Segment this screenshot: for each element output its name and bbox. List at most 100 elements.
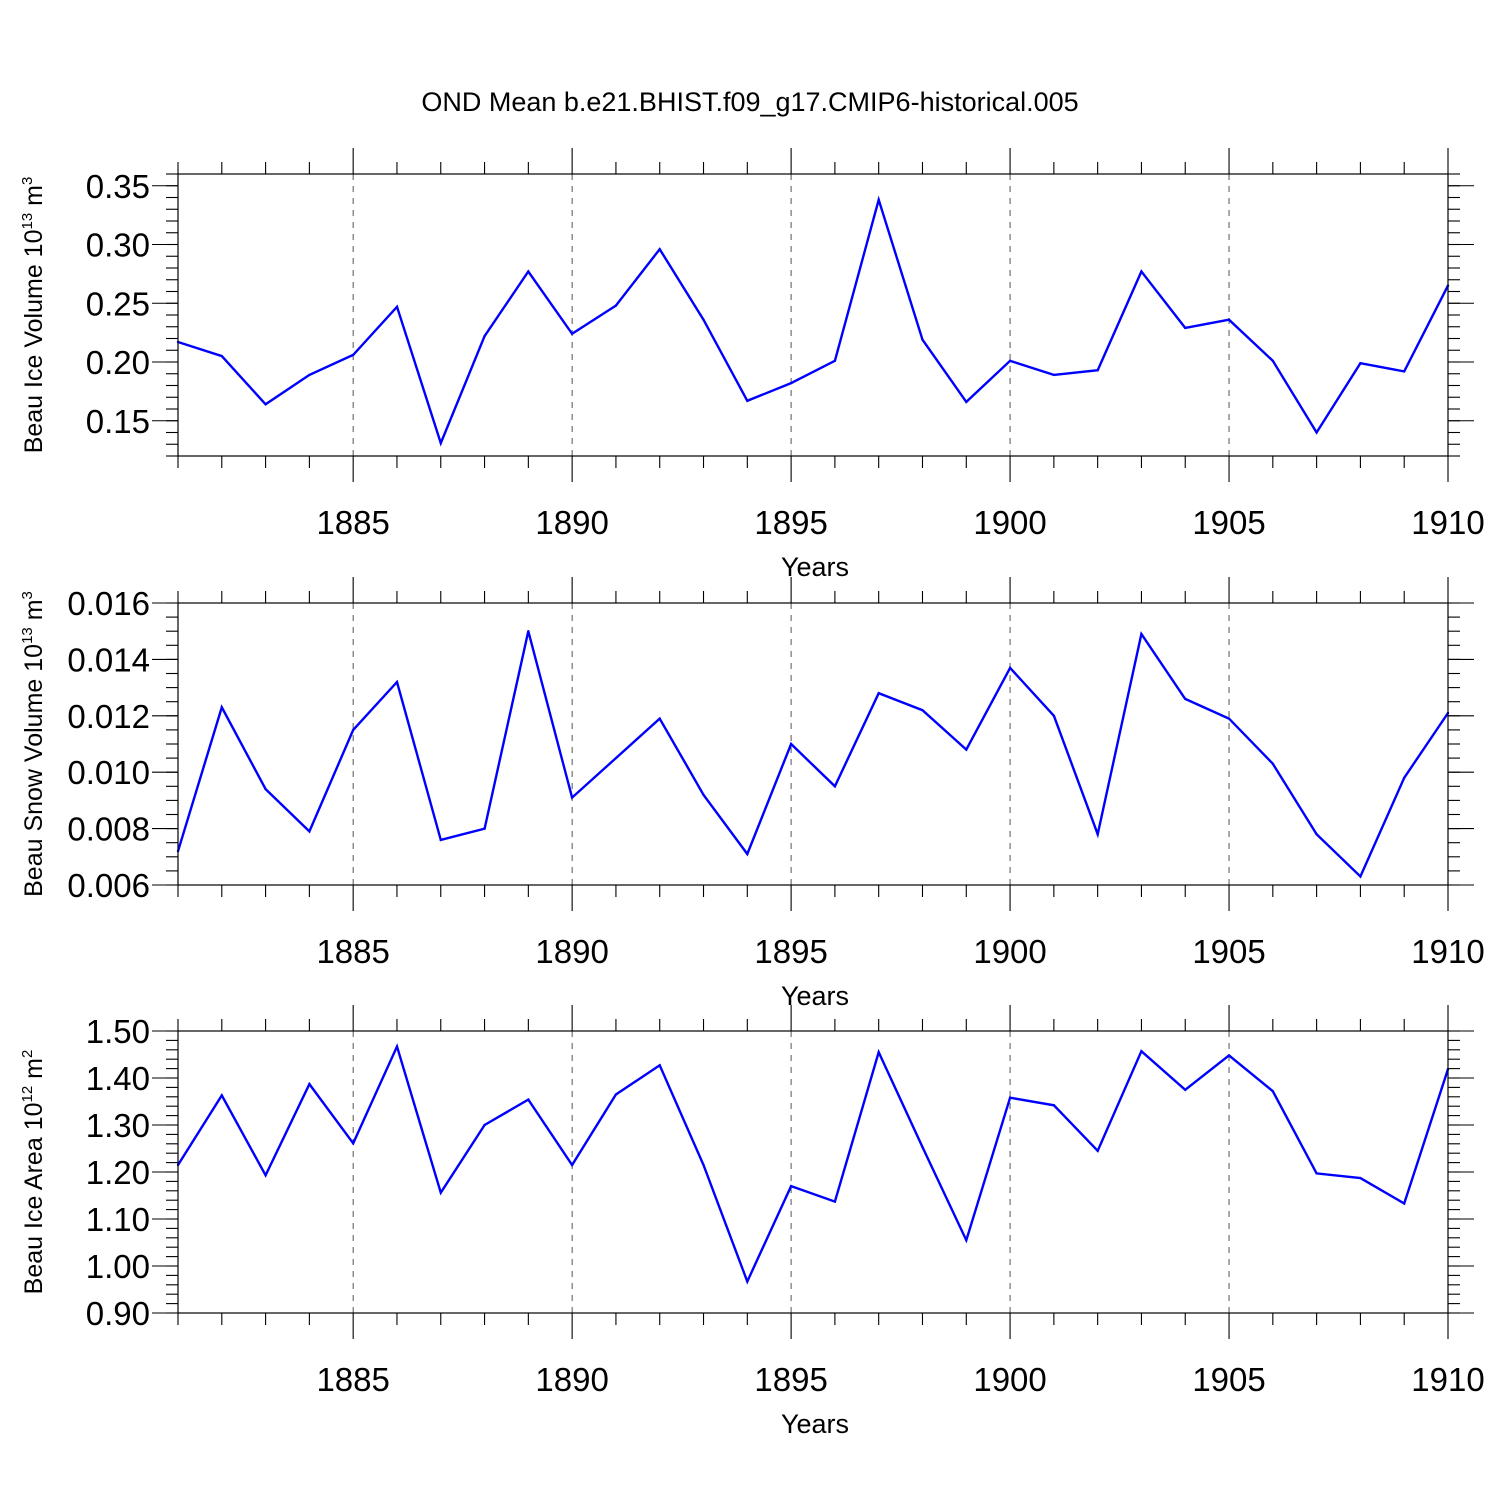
data-point [308,1082,311,1086]
data-point [1052,1104,1056,1107]
data-point [264,787,267,791]
y-axis-label-unit: m [20,599,48,627]
data-point [833,359,837,363]
x-tick-label: 1900 [973,504,1046,541]
x-tick-label: 1905 [1192,933,1265,970]
data-point [527,270,530,273]
data-point [570,1163,574,1167]
data-point [1227,1054,1231,1057]
x-tick-label: 1910 [1411,933,1484,970]
x-tick-label: 1895 [754,933,827,970]
y-tick-label: 0.25 [86,285,150,322]
data-point [264,403,267,406]
data-point [658,1064,661,1067]
panel-3: 0.90 1.00 1.10 1.20 1.30 1.40 1.50 1885 1890 1895… [19,1005,1485,1439]
data-point [1008,359,1012,363]
x-tick-label: 1900 [973,1361,1046,1398]
y-axis-label-exponent: 13 [19,627,36,644]
data-point [1359,361,1362,365]
data-point [921,1145,924,1149]
data-point [1315,431,1318,434]
x-tick-label: 1885 [316,504,389,541]
y-tick-label: 0.15 [86,403,150,440]
x-tick-label: 1910 [1411,504,1484,541]
data-point [789,742,793,746]
y-axis-label-exponent: 12 [19,1086,36,1103]
x-tick-label: 1885 [316,1361,389,1398]
y-tick-label: 0.90 [86,1295,150,1332]
data-point [789,1184,793,1188]
chart-title: OND Mean b.e21.BHIST.f09_g17.CMIP6-histo… [421,87,1078,117]
series-line [176,630,1449,879]
x-axis-label: Years [781,981,849,1011]
y-axis-label-unit-exponent: 3 [19,177,36,185]
y-tick-label: 1.50 [86,1013,150,1050]
series-line [177,195,1450,447]
data-point [1008,666,1012,670]
panel-1: 0.15 0.20 0.25 0.30 0.35 1885 1890 1895 1900 1905… [19,148,1485,582]
data-point [833,785,837,788]
y-axis-label-main: Beau Ice Area 10 [20,1103,48,1295]
y-axis-label-unit: m [20,1058,48,1086]
data-point [264,1174,267,1177]
data-point [1315,833,1318,836]
y-axis-label: Beau Ice Volume 1013 m3 [19,177,48,454]
data-point [658,717,661,720]
y-tick-label: 0.016 [67,585,150,622]
data-point [614,756,618,760]
x-axis-label: Years [781,552,849,582]
data-point [1403,1202,1406,1205]
y-tick-label: 0.006 [67,867,150,904]
y-tick-label: 1.10 [86,1201,150,1238]
data-point [877,1050,880,1054]
data-point [921,708,924,712]
data-point [877,692,880,695]
y-axis-label: Beau Ice Area 1012 m2 [19,1050,48,1295]
y-axis-label-unit: m [20,185,48,213]
data-point [833,1200,837,1203]
data-point [308,830,311,833]
x-tick-label: 1905 [1192,504,1265,541]
data-point [1184,1088,1187,1091]
data-point [308,373,311,377]
y-tick-label: 0.35 [86,168,150,205]
data-point [746,852,749,856]
panel-2: 0.006 0.008 0.010 0.012 0.014 0.016 1885 1890 18… [19,577,1485,1011]
data-point [1096,1149,1099,1153]
data-point [965,400,968,404]
data-point [965,1238,968,1242]
data-point [965,748,968,751]
data-point [1184,697,1187,701]
data-point [1227,717,1231,720]
plot-frame [177,1030,1449,1314]
plot-frame [177,602,1449,886]
data-point [570,796,574,799]
data-point [1315,1172,1318,1175]
x-tick-label: 1910 [1411,1361,1484,1398]
y-tick-label: 1.30 [86,1107,150,1144]
x-tick-label: 1895 [754,504,827,541]
y-tick-label: 0.014 [67,641,150,678]
y-tick-label: 0.20 [86,344,150,381]
data-point [1403,776,1406,780]
data-point [395,1045,399,1048]
data-point [1227,318,1231,321]
data-point [1271,1089,1275,1093]
data-point [439,1191,442,1194]
data-point [1140,270,1143,273]
data-point [1008,1096,1012,1099]
data-point [483,827,486,830]
data-point [351,728,355,732]
data-point [395,680,399,684]
data-point [789,381,793,385]
data-point [1359,875,1362,878]
y-axis-label-main: Beau Snow Volume 10 [20,644,48,897]
data-point [658,248,661,251]
y-tick-label: 1.40 [86,1060,150,1097]
x-tick-label: 1905 [1192,1361,1265,1398]
y-tick-label: 0.30 [86,227,150,264]
y-axis-label: Beau Snow Volume 1013 m3 [19,591,48,897]
data-point [220,354,223,358]
data-point [220,706,223,709]
data-point [746,399,749,402]
